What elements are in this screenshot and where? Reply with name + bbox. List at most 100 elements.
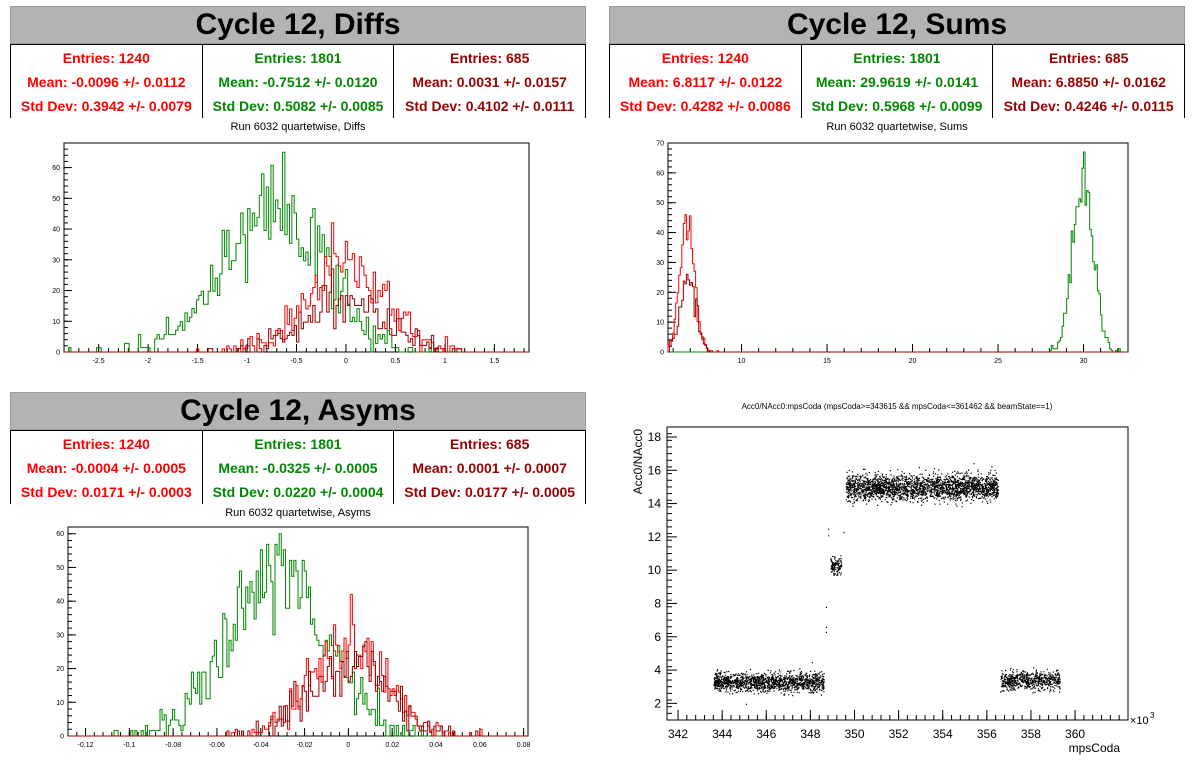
stat-entries: Entries: 1801 [254,436,342,452]
stat-mean: Mean: -0.0004 +/- 0.0005 [26,460,186,476]
diffs-stats-green: Entries: 1801 Mean: -0.7512 +/- 0.0120 S… [203,45,395,118]
y-tick-label: 0 [56,350,60,357]
x-exponent: ×10 [1130,715,1149,727]
x-tick-label: 0.04 [429,742,443,749]
y-tick-label: 16 [648,463,662,477]
y-tick-label: 20 [656,290,664,297]
y-tick-label: 10 [56,700,64,707]
x-tick-label: 348 [800,727,820,741]
stat-mean: Mean: 0.0001 +/- 0.0007 [412,460,567,476]
x-tick-label: 346 [756,727,776,741]
y-tick-label: 0 [60,734,64,741]
x-tick-label: 25 [994,358,1002,365]
histogram-line-darkred [64,268,529,353]
stat-entries: Entries: 685 [449,50,530,66]
diffs-stats-red: Entries: 1240 Mean: -0.0096 +/- 0.0112 S… [11,45,203,118]
sums-title: Cycle 12, Sums [609,6,1185,44]
x-tick-label: 0.02 [385,742,399,749]
x-tick-label: 344 [712,727,732,741]
y-tick-label: 6 [654,630,661,644]
x-tick-label: -0.02 [297,742,313,749]
x-tick-label: -0.1 [123,742,135,749]
y-tick-label: 50 [52,196,60,203]
y-axis-label: Acc0/NAcc0 [631,429,645,495]
stat-mean: Mean: 29.9619 +/- 0.0141 [815,74,979,90]
x-tick-label: -0.08 [165,742,181,749]
sums-stats-box: Entries: 1240 Mean: 6.8117 +/- 0.0122 St… [609,44,1185,118]
stat-std: Std Dev: 0.4282 +/- 0.0086 [619,98,791,114]
x-tick-label: 0.08 [517,742,531,749]
histogram-line-darkred [68,641,528,737]
plot-frame [666,426,1129,721]
y-tick-label: 2 [654,696,661,710]
y-tick-label: 8 [654,596,661,610]
y-tick-label: 10 [656,320,664,327]
asyms-title: Cycle 12, Asyms [10,392,586,430]
y-tick-label: 4 [654,663,661,677]
scatter-points [713,463,1061,705]
y-tick-label: 60 [52,165,60,172]
diffs-stats-darkred: Entries: 685 Mean: 0.0031 +/- 0.0157 Std… [394,45,585,118]
x-tick-label: 10 [738,358,746,365]
stat-mean: Mean: -0.0325 +/- 0.0005 [218,460,378,476]
x-tick-label: 342 [668,727,688,741]
stat-entries: Entries: 1240 [661,50,749,66]
x-tick-label: 1 [443,358,447,365]
stat-std: Std Dev: 0.0220 +/- 0.0004 [212,484,384,500]
stat-entries: Entries: 1801 [254,50,342,66]
stat-mean: Mean: -0.0096 +/- 0.0112 [27,74,186,90]
x-tick-label: -0.12 [78,742,94,749]
sums-stats-darkred: Entries: 685 Mean: 6.8850 +/- 0.0162 Std… [993,45,1184,118]
x-tick-label: 352 [889,727,909,741]
x-tick-label: -1 [244,358,250,365]
sums-stats-green: Entries: 1801 Mean: 29.9619 +/- 0.0141 S… [802,45,994,118]
x-tick-label: 1.5 [490,358,500,365]
x-exponent-power: 3 [1150,711,1155,720]
asyms-stats-red: Entries: 1240 Mean: -0.0004 +/- 0.0005 S… [11,431,203,504]
x-tick-label: -0.04 [253,742,269,749]
y-tick-label: 30 [52,257,60,264]
x-tick-label: -0.5 [290,358,302,365]
scatter-title: Acc0/NAcc0:mpsCoda (mpsCoda>=343615 && m… [741,402,1053,411]
x-tick-label: -1.5 [192,358,204,365]
asyms-subtitle: Run 6032 quartetwise, Asyms [225,507,371,519]
stat-mean: Mean: 0.0031 +/- 0.0157 [412,74,567,90]
stat-entries: Entries: 1240 [62,50,150,66]
x-tick-label: 358 [1021,727,1041,741]
stat-std: Std Dev: 0.4102 +/- 0.0111 [405,98,575,114]
histogram-line-green [68,533,528,737]
y-tick-label: 18 [648,430,662,444]
stat-std: Std Dev: 0.0177 +/- 0.0005 [404,484,576,500]
x-tick-label: 30 [1080,358,1088,365]
y-tick-label: 20 [52,288,60,295]
y-tick-label: 30 [656,260,664,267]
stat-mean: Mean: 6.8117 +/- 0.0122 [628,74,783,90]
sums-subtitle: Run 6032 quartetwise, Sums [826,121,968,133]
y-tick-label: 50 [56,565,64,572]
x-tick-label: 356 [977,727,997,741]
y-tick-label: 14 [648,497,662,511]
stat-entries: Entries: 1240 [62,436,150,452]
stat-entries: Entries: 685 [1048,50,1129,66]
y-tick-label: 50 [656,200,664,207]
stat-mean: Mean: 6.8850 +/- 0.0162 [1011,74,1166,90]
y-tick-label: 30 [56,632,64,639]
y-tick-label: 0 [660,350,664,357]
y-tick-label: 70 [656,141,664,148]
stat-std: Std Dev: 0.5082 +/- 0.0085 [212,98,384,114]
y-tick-label: 60 [56,531,64,538]
x-tick-label: 15 [823,358,831,365]
sums-stats-red: Entries: 1240 Mean: 6.8117 +/- 0.0122 St… [610,45,802,118]
stat-entries: Entries: 685 [449,436,530,452]
x-tick-label: -2.5 [93,358,105,365]
x-tick-label: 20 [909,358,917,365]
y-tick-label: 40 [52,227,60,234]
y-tick-label: 10 [52,319,60,326]
y-tick-label: 40 [56,599,64,606]
plot-frame [67,526,529,737]
diffs-title: Cycle 12, Diffs [10,6,586,44]
x-tick-label: 360 [1065,727,1085,741]
